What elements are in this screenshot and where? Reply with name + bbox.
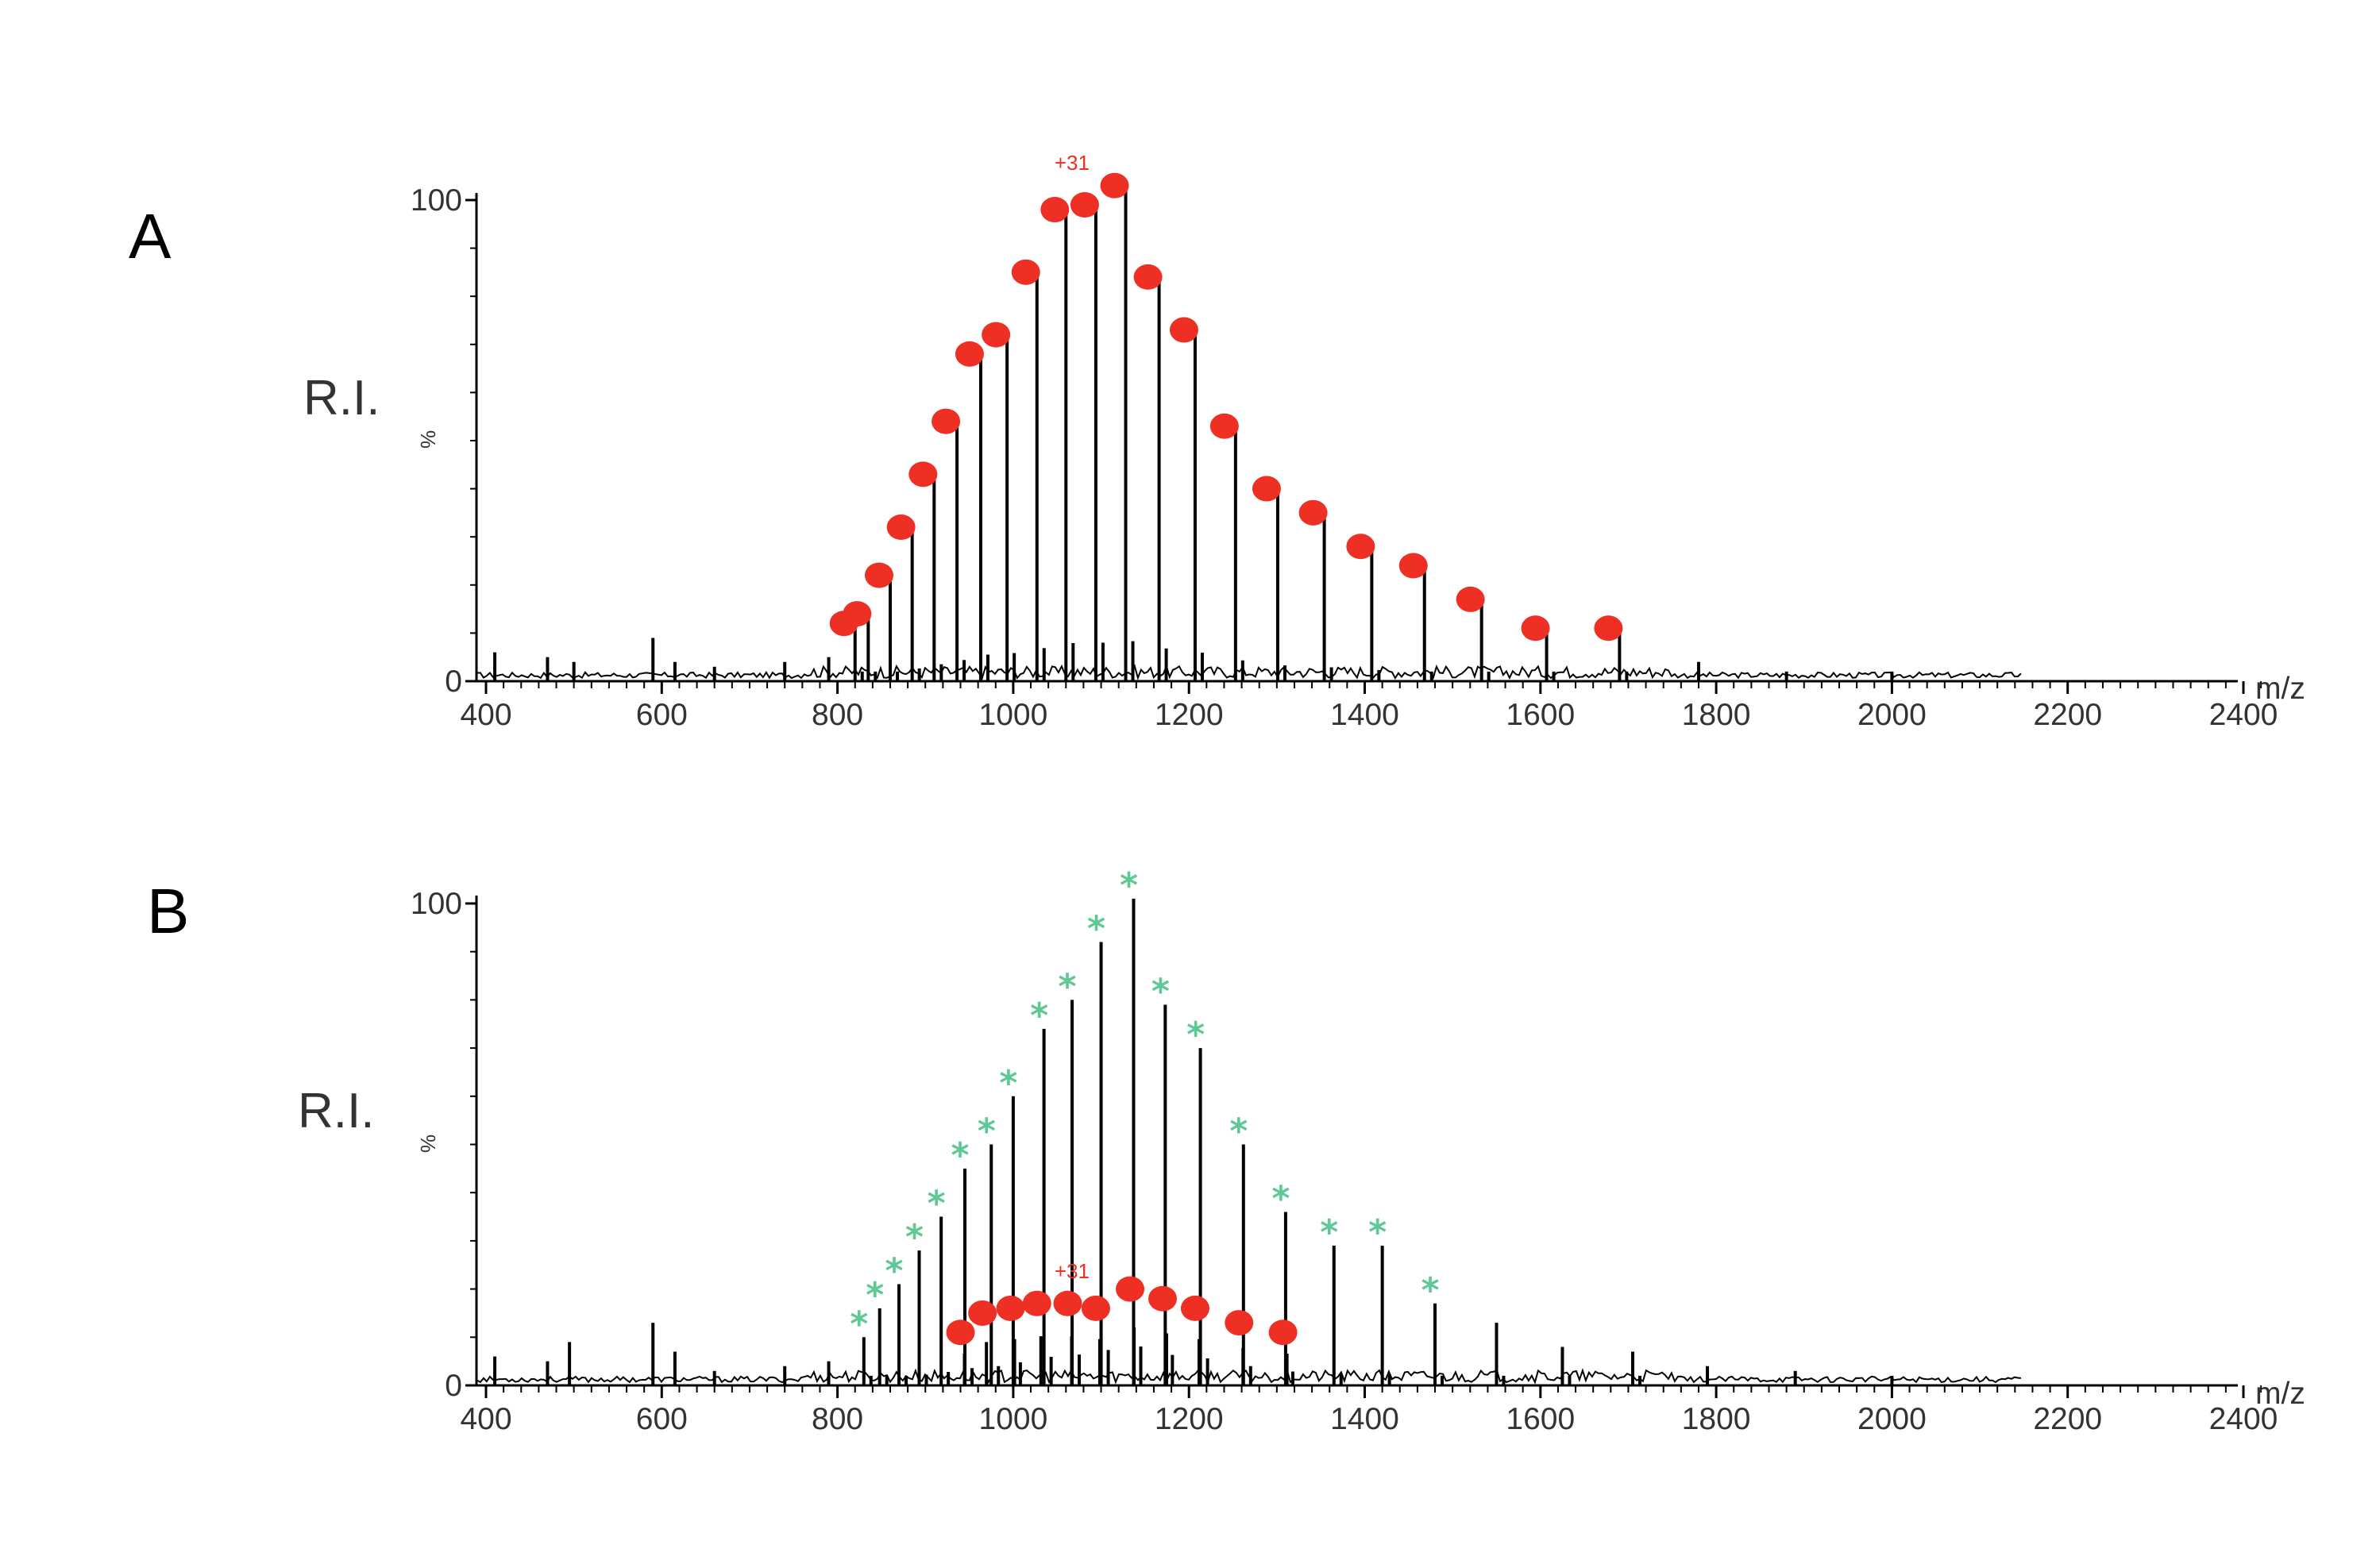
charge-annotation: +31 [1055, 151, 1090, 175]
x-tick-label: 1400 [1330, 1402, 1399, 1436]
x-tick-label: 2400 [2209, 698, 2278, 732]
x-tick-label: 1200 [1155, 1402, 1224, 1436]
charge-state-marker [1022, 1290, 1051, 1316]
charge-annotation: +31 [1055, 1259, 1090, 1283]
charge-state-marker [1268, 1320, 1298, 1346]
green-star-marker: * [1059, 966, 1077, 1007]
green-star-marker: * [1229, 1111, 1248, 1152]
charge-state-marker [1209, 413, 1239, 439]
charge-state-marker [1456, 586, 1485, 612]
x-tick-label: 2200 [2033, 1402, 2102, 1436]
charge-state-marker [1053, 1290, 1082, 1316]
green-star-marker: * [1271, 1178, 1290, 1219]
green-star-marker: * [850, 1304, 868, 1344]
charge-state-marker [1148, 1285, 1178, 1312]
x-tick-label: 1800 [1682, 698, 1751, 732]
x-tick-label: 600 [636, 1402, 688, 1436]
x-axis-label: m/z [2255, 672, 2305, 706]
y-tick-label: 100 [411, 887, 462, 921]
green-star-marker: * [1320, 1212, 1338, 1253]
charge-state-marker [908, 461, 938, 487]
charge-state-marker [996, 1295, 1025, 1321]
x-tick-label: 600 [636, 698, 688, 732]
charge-state-marker [946, 1320, 975, 1346]
y-axis-unit: % [416, 430, 440, 449]
y-tick-label: 0 [445, 1369, 462, 1403]
y-tick-label: 0 [445, 665, 462, 699]
x-tick-label: 1200 [1155, 698, 1224, 732]
charge-state-marker [1070, 192, 1099, 218]
panel-a: A R.I.% +31 0 100 400 600 800 1000 1200 1400 1600 18… [129, 151, 2305, 732]
x-axis-label: m/z [2255, 1377, 2305, 1411]
green-star-marker: * [1151, 971, 1170, 1011]
charge-state-marker [1180, 1295, 1209, 1321]
charge-state-marker [1346, 534, 1375, 560]
charge-state-marker [1081, 1295, 1110, 1321]
green-star-marker: * [1421, 1270, 1440, 1311]
x-tick-label: 1600 [1506, 698, 1575, 732]
green-star-marker: * [928, 1184, 946, 1224]
charge-state-marker [982, 322, 1011, 348]
y-axis-label: R.I. [298, 1084, 374, 1138]
panel-letter: A [129, 201, 172, 272]
green-star-marker: * [905, 1217, 924, 1258]
y-axis-unit: % [416, 1135, 440, 1153]
x-tick-label: 1800 [1682, 1402, 1751, 1436]
x-tick-label: 2000 [1857, 1402, 1927, 1436]
green-star-marker: * [1030, 996, 1048, 1036]
green-star-marker: * [1120, 865, 1138, 906]
charge-state-marker [1298, 499, 1328, 526]
green-star-marker: * [999, 1063, 1017, 1104]
charge-state-marker [1521, 615, 1550, 641]
y-axis-label: R.I. [303, 371, 380, 426]
x-tick-label: 1400 [1330, 698, 1399, 732]
green-star-marker: * [978, 1111, 996, 1152]
x-tick-label: 800 [812, 698, 863, 732]
charge-state-marker [864, 562, 893, 588]
x-tick-label: 2000 [1857, 698, 1927, 732]
x-tick-label: 1000 [979, 1402, 1048, 1436]
charge-state-marker [1169, 317, 1198, 343]
y-tick-label: 100 [411, 183, 462, 218]
charge-state-marker [955, 341, 984, 367]
x-tick-label: 400 [460, 1402, 511, 1436]
charge-state-marker [1100, 172, 1129, 198]
green-star-marker: * [885, 1251, 904, 1292]
charge-state-marker [1116, 1276, 1145, 1302]
charge-state-marker [1225, 1310, 1254, 1336]
charge-state-marker [1011, 259, 1040, 285]
charge-state-marker [1133, 264, 1163, 290]
green-star-marker: * [1368, 1212, 1387, 1253]
green-star-marker: * [1186, 1015, 1205, 1055]
charge-state-marker [1398, 553, 1428, 579]
panel-letter: B [147, 876, 189, 946]
x-tick-label: 400 [460, 698, 511, 732]
green-star-marker: * [1087, 909, 1105, 950]
charge-state-marker [843, 601, 872, 627]
charge-state-marker [968, 1300, 997, 1326]
charge-state-marker [1040, 197, 1070, 223]
green-star-marker: * [951, 1135, 970, 1176]
x-tick-label: 2200 [2033, 698, 2102, 732]
green-star-marker: * [866, 1275, 884, 1316]
x-tick-label: 2400 [2209, 1402, 2278, 1436]
charge-state-marker [1594, 615, 1623, 641]
x-tick-label: 1600 [1506, 1402, 1575, 1436]
charge-state-marker [886, 514, 916, 541]
spectrum-baseline [476, 664, 2022, 680]
charge-state-marker [1252, 476, 1281, 502]
charge-state-marker [932, 408, 961, 434]
x-tick-label: 800 [812, 1402, 863, 1436]
x-tick-label: 1000 [979, 698, 1048, 732]
